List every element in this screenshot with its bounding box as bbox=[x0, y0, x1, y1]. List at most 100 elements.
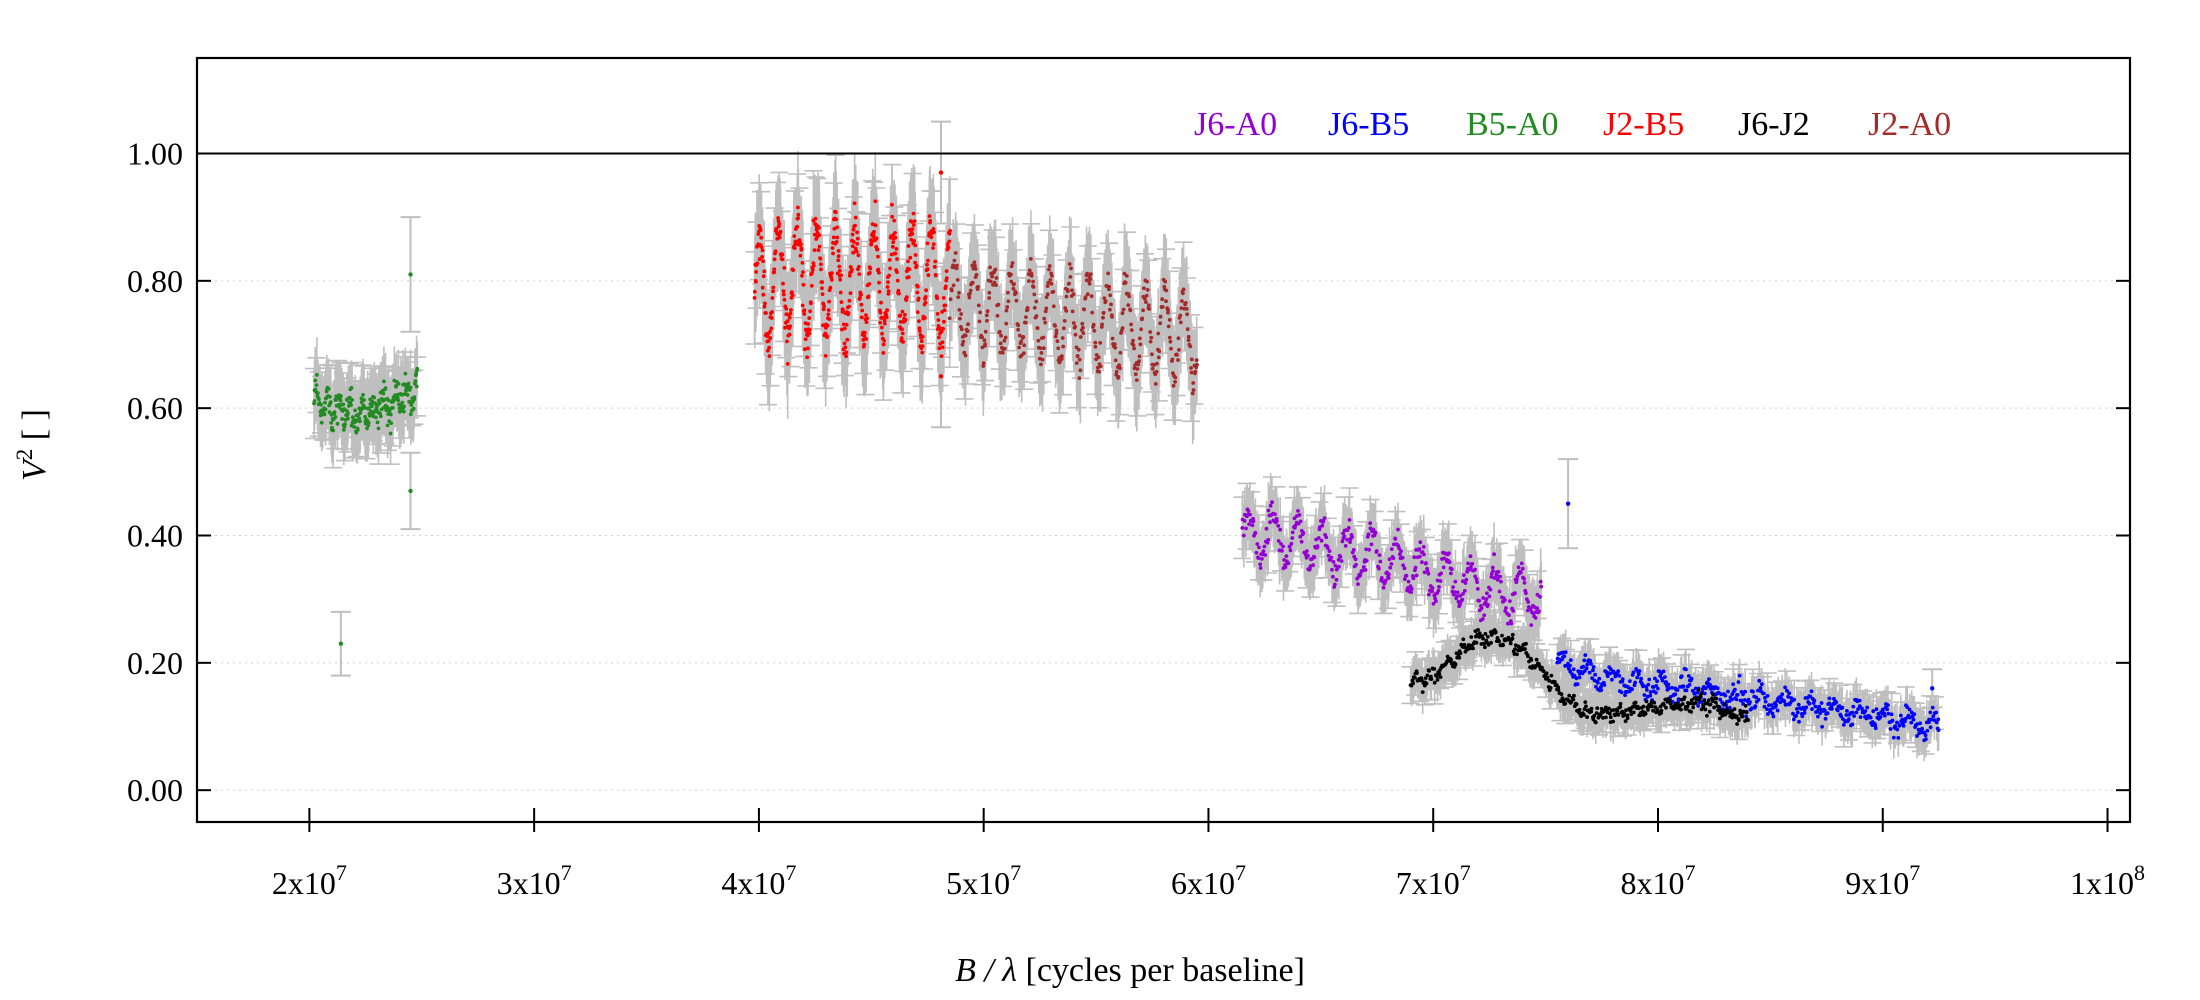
data-point bbox=[909, 219, 914, 224]
data-point bbox=[382, 379, 386, 384]
data-point bbox=[876, 254, 880, 259]
data-point bbox=[1762, 704, 1767, 709]
data-point bbox=[1400, 555, 1405, 560]
data-point bbox=[1062, 319, 1067, 323]
data-point bbox=[879, 300, 883, 305]
data-point bbox=[845, 337, 850, 342]
data-point bbox=[835, 235, 840, 240]
data-point bbox=[1134, 378, 1139, 382]
data-point bbox=[1810, 707, 1814, 711]
data-point bbox=[788, 324, 792, 329]
data-point bbox=[1292, 516, 1297, 521]
data-point bbox=[869, 240, 874, 245]
data-point bbox=[1388, 565, 1393, 570]
data-point bbox=[1415, 671, 1419, 675]
data-point bbox=[940, 345, 945, 350]
data-point bbox=[1331, 560, 1336, 564]
data-point bbox=[1329, 555, 1334, 560]
data-point bbox=[910, 227, 915, 231]
data-point bbox=[1608, 671, 1613, 676]
data-point bbox=[878, 310, 883, 315]
data-point bbox=[1699, 691, 1703, 696]
data-point bbox=[412, 395, 417, 400]
data-point bbox=[836, 258, 841, 263]
data-point bbox=[1160, 297, 1165, 302]
data-point bbox=[785, 339, 789, 344]
data-point bbox=[799, 242, 803, 247]
data-point bbox=[1651, 708, 1655, 713]
x-tick-label: 1x108 bbox=[2070, 860, 2145, 901]
y-tick-label: 0.20 bbox=[127, 645, 183, 681]
data-point bbox=[808, 309, 812, 314]
data-point bbox=[1822, 708, 1827, 713]
data-point bbox=[1865, 705, 1870, 710]
data-point bbox=[830, 271, 834, 275]
data-point bbox=[1510, 636, 1515, 641]
data-point bbox=[1501, 643, 1505, 648]
data-point bbox=[1628, 679, 1632, 683]
data-point bbox=[1736, 680, 1741, 684]
data-point bbox=[1449, 571, 1453, 576]
data-point bbox=[1909, 720, 1914, 725]
data-point bbox=[1666, 682, 1671, 687]
data-point bbox=[1873, 723, 1878, 728]
data-point bbox=[1460, 597, 1465, 602]
data-point bbox=[1503, 609, 1508, 613]
data-point bbox=[396, 381, 401, 386]
data-point bbox=[1101, 315, 1105, 320]
data-point bbox=[1649, 704, 1654, 709]
data-point bbox=[1500, 633, 1504, 638]
data-point bbox=[807, 316, 812, 320]
data-point bbox=[1611, 708, 1616, 712]
data-point bbox=[1155, 361, 1159, 366]
data-point bbox=[981, 364, 986, 368]
data-point bbox=[1413, 675, 1417, 680]
data-point bbox=[974, 272, 979, 277]
data-point bbox=[1034, 299, 1039, 304]
data-point bbox=[851, 227, 856, 232]
data-point bbox=[924, 288, 928, 293]
data-point bbox=[929, 235, 934, 240]
data-point bbox=[1458, 593, 1463, 598]
data-point bbox=[855, 236, 860, 241]
data-point bbox=[908, 255, 913, 260]
data-point bbox=[1286, 561, 1291, 566]
data-point bbox=[1254, 550, 1259, 555]
data-point bbox=[1792, 697, 1797, 702]
data-point bbox=[800, 303, 805, 308]
data-point bbox=[1758, 686, 1763, 690]
data-point bbox=[963, 333, 968, 338]
data-point bbox=[1804, 705, 1809, 710]
data-point bbox=[1002, 338, 1007, 343]
data-point bbox=[1481, 596, 1486, 600]
data-point bbox=[944, 269, 949, 273]
data-point bbox=[888, 266, 892, 271]
data-point bbox=[1071, 292, 1076, 296]
series-j2-b5 bbox=[752, 199, 952, 366]
data-point bbox=[936, 318, 941, 322]
data-point bbox=[1402, 577, 1407, 581]
legend-entry-b5-a0: B5-A0 bbox=[1466, 106, 1559, 143]
data-point bbox=[1819, 701, 1824, 705]
data-point bbox=[927, 214, 932, 219]
data-point bbox=[944, 276, 949, 281]
data-point bbox=[831, 251, 835, 256]
data-point bbox=[1191, 381, 1196, 385]
data-point bbox=[1834, 700, 1839, 705]
data-point bbox=[1618, 701, 1623, 706]
data-point bbox=[1585, 662, 1590, 667]
data-point bbox=[1659, 708, 1664, 713]
data-point bbox=[1567, 693, 1572, 698]
data-point bbox=[926, 258, 930, 263]
data-point bbox=[1681, 684, 1686, 688]
data-point bbox=[1726, 689, 1730, 694]
data-point bbox=[1722, 702, 1727, 706]
data-point bbox=[1757, 678, 1762, 683]
data-point bbox=[1032, 305, 1037, 310]
data-point bbox=[1137, 359, 1141, 364]
data-point bbox=[1617, 674, 1622, 678]
data-point bbox=[857, 272, 862, 276]
data-point bbox=[913, 243, 918, 248]
data-point bbox=[895, 270, 899, 274]
data-point bbox=[886, 280, 890, 284]
